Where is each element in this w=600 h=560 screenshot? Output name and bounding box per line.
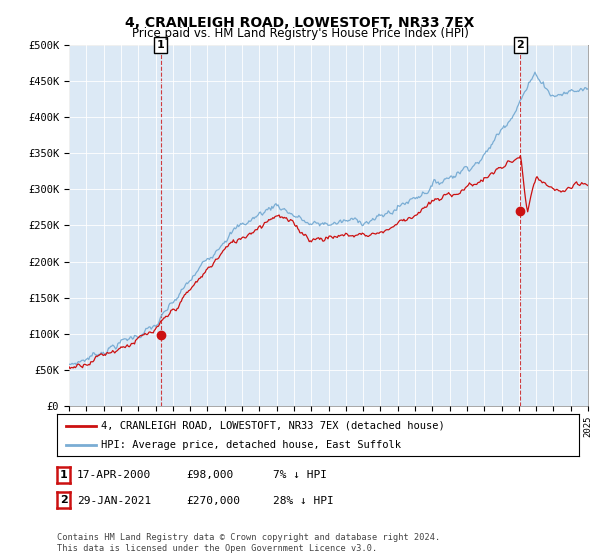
Text: 1: 1 — [60, 470, 67, 480]
Text: HPI: Average price, detached house, East Suffolk: HPI: Average price, detached house, East… — [101, 440, 401, 450]
Text: 2: 2 — [517, 40, 524, 50]
Text: 2: 2 — [60, 495, 67, 505]
Text: £270,000: £270,000 — [186, 496, 240, 506]
Text: £98,000: £98,000 — [186, 470, 233, 480]
Text: Price paid vs. HM Land Registry's House Price Index (HPI): Price paid vs. HM Land Registry's House … — [131, 27, 469, 40]
Text: 7% ↓ HPI: 7% ↓ HPI — [273, 470, 327, 480]
Text: 4, CRANLEIGH ROAD, LOWESTOFT, NR33 7EX (detached house): 4, CRANLEIGH ROAD, LOWESTOFT, NR33 7EX (… — [101, 421, 445, 431]
Text: 4, CRANLEIGH ROAD, LOWESTOFT, NR33 7EX: 4, CRANLEIGH ROAD, LOWESTOFT, NR33 7EX — [125, 16, 475, 30]
Text: 29-JAN-2021: 29-JAN-2021 — [77, 496, 151, 506]
Text: Contains HM Land Registry data © Crown copyright and database right 2024.
This d: Contains HM Land Registry data © Crown c… — [57, 533, 440, 553]
Text: 17-APR-2000: 17-APR-2000 — [77, 470, 151, 480]
Text: 1: 1 — [157, 40, 164, 50]
Text: 28% ↓ HPI: 28% ↓ HPI — [273, 496, 334, 506]
